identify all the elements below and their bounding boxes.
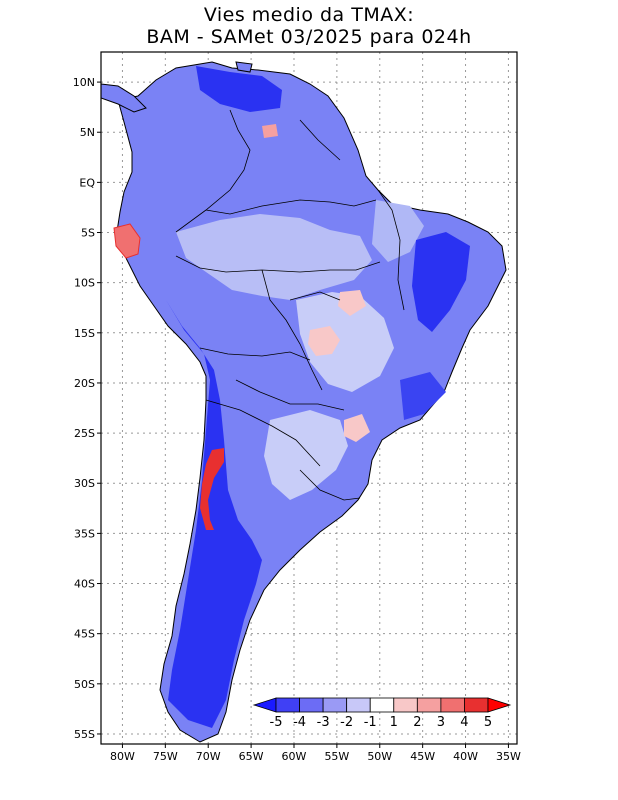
lon-tick-label: 75W	[153, 750, 178, 763]
lat-tick-label: 15S	[74, 327, 95, 340]
lat-tick-label: 10S	[74, 277, 95, 290]
strong-bias-northeast	[412, 232, 470, 332]
colorbar-arrow-right	[487, 697, 512, 713]
strong-bias-east	[400, 372, 446, 420]
caribbean-island	[235, 61, 253, 73]
central-america-land	[101, 83, 147, 113]
colorbar-swatch	[464, 697, 489, 713]
strong-bias-north	[196, 66, 282, 112]
lat-tick-label: EQ	[79, 176, 95, 189]
colorbar-label: 2	[413, 715, 421, 730]
longitude-labels: 80W 75W 70W 65W 60W 55W 50W 45W 40W 35W	[110, 744, 521, 763]
colorbar-label: 5	[484, 715, 492, 730]
lon-tick-label: 60W	[282, 750, 307, 763]
weak-bias-central	[296, 292, 394, 392]
lat-tick-label: 5S	[81, 227, 95, 240]
colorbar-swatch	[275, 697, 300, 713]
colorbar-swatch	[393, 697, 418, 713]
lat-tick-label: 25S	[74, 427, 95, 440]
colorbar-label: -2	[340, 715, 353, 730]
lon-tick-label: 45W	[410, 750, 435, 763]
colorbar-swatch	[369, 697, 395, 713]
positive-bias-brazil-central	[308, 326, 340, 356]
colorbar: -5 -4 -3 -2 -1 1 2 3 4 5	[252, 697, 512, 730]
lon-tick-label: 80W	[110, 750, 135, 763]
lat-tick-label: 35S	[74, 527, 95, 540]
colorbar-label: -3	[317, 715, 330, 730]
lon-tick-label: 70W	[196, 750, 221, 763]
lat-tick-label: 40S	[74, 578, 95, 591]
weak-bias-amazon	[176, 214, 372, 300]
lon-tick-label: 50W	[367, 750, 392, 763]
map-title-line2: BAM - SAMet 03/2025 para 024h	[146, 26, 472, 48]
lat-tick-label: 10N	[73, 76, 95, 89]
lat-tick-label: 45S	[74, 628, 95, 641]
colorbar-swatch	[322, 697, 348, 713]
positive-bias-north-coast	[262, 124, 278, 138]
colorbar-label: -1	[364, 715, 377, 730]
map-title-line1: Vies medio da TMAX:	[203, 4, 415, 26]
colorbar-label: -4	[293, 715, 306, 730]
lon-tick-label: 35W	[496, 750, 521, 763]
colorbar-swatch	[440, 697, 465, 713]
colorbar-swatch	[346, 697, 371, 713]
colorbar-swatch	[299, 697, 324, 713]
lon-tick-label: 40W	[453, 750, 478, 763]
lat-tick-label: 55S	[74, 728, 95, 741]
positive-bias-brazil-north	[338, 290, 366, 316]
colorbar-label: 1	[390, 715, 398, 730]
latitude-labels: 10N 5N EQ 5S 10S 15S 20S 25S 30S 35S 40S 45S 50S 55S	[73, 76, 101, 741]
country-borders	[175, 109, 405, 501]
map-area	[101, 61, 507, 743]
lon-tick-label: 55W	[324, 750, 349, 763]
lat-tick-label: 30S	[74, 477, 95, 490]
lon-tick-label: 65W	[239, 750, 264, 763]
positive-bias-chile-andes	[200, 448, 224, 530]
positive-bias-peru	[113, 223, 141, 259]
colorbar-label: 3	[437, 715, 445, 730]
map-frame	[100, 51, 518, 745]
weak-bias-south	[264, 410, 348, 500]
colorbar-swatch	[416, 697, 442, 713]
colorbar-label: -5	[270, 715, 283, 730]
lat-tick-label: 5N	[80, 126, 95, 139]
positive-bias-southeast	[344, 414, 370, 442]
lat-tick-label: 20S	[74, 377, 95, 390]
colorbar-label: 4	[460, 715, 468, 730]
lat-tick-label: 50S	[74, 678, 95, 691]
